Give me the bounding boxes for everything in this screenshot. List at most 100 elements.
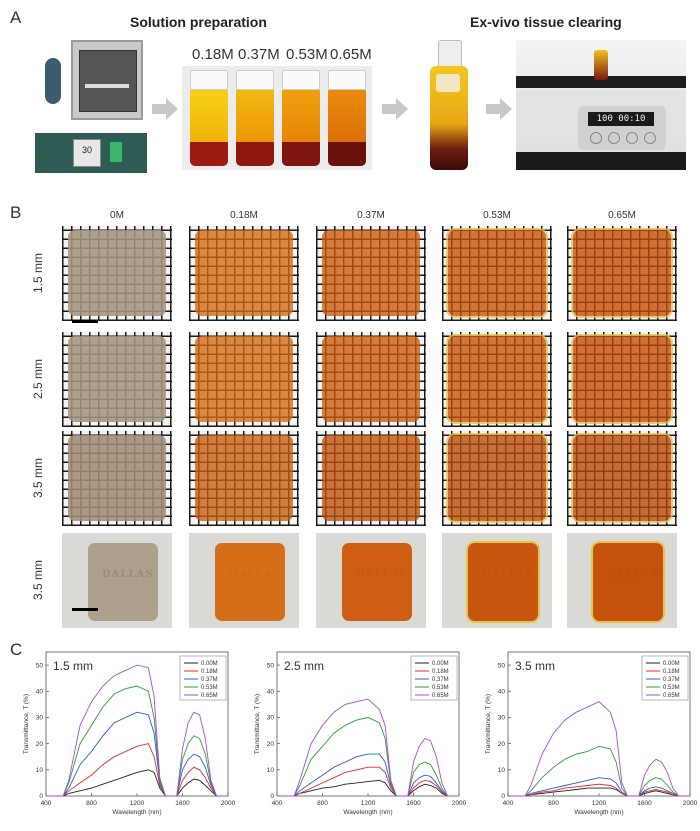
series-line bbox=[46, 769, 228, 797]
y-tick-label: 50 bbox=[498, 662, 506, 669]
y-tick-label: 20 bbox=[498, 741, 506, 748]
series-line bbox=[46, 743, 228, 797]
x-tick-label: 1600 bbox=[406, 800, 421, 807]
chart-1: 400 800 1200 1600 2000 0 10 20 30 40 50 Wavelength … bbox=[254, 651, 467, 816]
y-tick-label: 0 bbox=[39, 793, 43, 800]
tissue-sample bbox=[88, 543, 158, 621]
series-line bbox=[46, 711, 228, 797]
tissue-sample bbox=[448, 336, 546, 422]
legend-entry: 0.18M bbox=[432, 669, 449, 675]
y-axis-label: Transmittance, T (%) bbox=[23, 694, 30, 754]
tissue-sample-photo bbox=[189, 332, 299, 427]
tissue-sample-photo bbox=[62, 431, 172, 526]
tissue-sample bbox=[322, 435, 420, 521]
chart-title: 3.5 mm bbox=[515, 659, 555, 673]
vials-photo bbox=[182, 66, 372, 170]
concentration-label: 0.37M bbox=[238, 46, 280, 63]
column-header: 0M bbox=[110, 210, 124, 221]
vial-0-37m bbox=[236, 70, 274, 166]
tissue-sample-photo bbox=[62, 226, 172, 321]
y-tick-label: 50 bbox=[36, 662, 44, 669]
arrow-right-icon bbox=[382, 98, 408, 120]
tissue-sample bbox=[342, 543, 412, 621]
shaker-device-photo: 100 00:10 bbox=[516, 40, 686, 170]
tissue-sample bbox=[468, 543, 538, 621]
x-tick-label: 1200 bbox=[361, 800, 376, 807]
heater-readout: 30 bbox=[81, 145, 92, 155]
series-line bbox=[508, 745, 690, 797]
y-tick-label: 40 bbox=[267, 688, 275, 695]
tissue-sample-photo bbox=[316, 332, 426, 427]
x-tick-label: 400 bbox=[41, 800, 52, 807]
x-axis-label: Wavelength (nm) bbox=[343, 809, 392, 816]
series-line bbox=[277, 698, 459, 797]
tissue-sample-photo bbox=[62, 332, 172, 427]
arrow-right-icon bbox=[486, 98, 512, 120]
legend-entry: 0.37M bbox=[432, 677, 449, 683]
scale-bar bbox=[72, 608, 98, 611]
heater-switch bbox=[109, 141, 123, 163]
y-tick-label: 40 bbox=[36, 688, 44, 695]
legend-entry: 0.65M bbox=[432, 693, 449, 699]
vial-0-18m bbox=[190, 70, 228, 166]
y-tick-label: 20 bbox=[36, 741, 44, 748]
series-line bbox=[277, 717, 459, 797]
y-tick-label: 30 bbox=[36, 715, 44, 722]
concentration-label: 0.65M bbox=[330, 46, 372, 63]
x-tick-label: 2000 bbox=[683, 800, 698, 807]
x-tick-label: 800 bbox=[86, 800, 97, 807]
x-tick-label: 2000 bbox=[221, 800, 236, 807]
column-header: 0.37M bbox=[357, 210, 385, 221]
series-line bbox=[46, 685, 228, 797]
heater-control-panel: 30 bbox=[35, 133, 147, 173]
panel-letter-a: A bbox=[10, 8, 22, 27]
tissue-sample bbox=[573, 336, 671, 422]
tissue-sample-photo: DALLAS bbox=[567, 533, 677, 628]
series-line bbox=[508, 783, 690, 797]
tissue-sample bbox=[195, 336, 293, 422]
y-tick-label: 0 bbox=[270, 793, 274, 800]
series-line bbox=[277, 753, 459, 797]
incubator-photo bbox=[35, 40, 145, 125]
column-header: 0.53M bbox=[483, 210, 511, 221]
row-label: 3.5 mm bbox=[31, 458, 45, 499]
tissue-sample-photo bbox=[567, 226, 677, 321]
x-tick-label: 800 bbox=[317, 800, 328, 807]
tissue-sample-photo bbox=[442, 332, 552, 427]
tissue-sample-photo bbox=[567, 431, 677, 526]
tissue-sample-photo: DALLAS bbox=[316, 533, 426, 628]
shaker-display: 100 00:10 bbox=[588, 112, 654, 126]
tissue-sample-photo: DALLAS bbox=[442, 533, 552, 628]
y-tick-label: 50 bbox=[267, 662, 275, 669]
x-tick-label: 400 bbox=[272, 800, 283, 807]
y-tick-label: 10 bbox=[498, 767, 506, 774]
row-label: 2.5 mm bbox=[31, 359, 45, 400]
shaker-control-panel: 100 00:10 bbox=[578, 106, 666, 150]
x-tick-label: 400 bbox=[503, 800, 514, 807]
tissue-sample-photo bbox=[189, 431, 299, 526]
x-tick-label: 1200 bbox=[592, 800, 607, 807]
legend-entry: 0.18M bbox=[663, 669, 680, 675]
arrow-right-icon bbox=[152, 98, 178, 120]
legend-entry: 0.18M bbox=[201, 669, 218, 675]
tissue-sample bbox=[448, 230, 546, 316]
y-tick-label: 10 bbox=[267, 767, 275, 774]
x-tick-label: 1600 bbox=[175, 800, 190, 807]
tissue-sample bbox=[573, 230, 671, 316]
y-axis-label: Transmittance, T (%) bbox=[485, 694, 492, 754]
tissue-sample bbox=[448, 435, 546, 521]
tissue-vial-photo bbox=[424, 40, 474, 170]
x-tick-label: 1200 bbox=[130, 800, 145, 807]
tissue-sample bbox=[593, 543, 663, 621]
row-label: 3.5 mm bbox=[31, 560, 45, 601]
tissue-sample-photo bbox=[316, 226, 426, 321]
panel-letter-b: B bbox=[10, 203, 22, 222]
shaker-speed: 100 bbox=[596, 114, 613, 124]
concentration-label: 0.18M bbox=[192, 46, 234, 63]
tissue-sample-photo bbox=[442, 226, 552, 321]
tissue-sample-photo bbox=[189, 226, 299, 321]
heater-display: 30 bbox=[73, 139, 101, 167]
tissue-sample bbox=[322, 230, 420, 316]
legend-entry: 0.37M bbox=[201, 677, 218, 683]
x-tick-label: 800 bbox=[548, 800, 559, 807]
